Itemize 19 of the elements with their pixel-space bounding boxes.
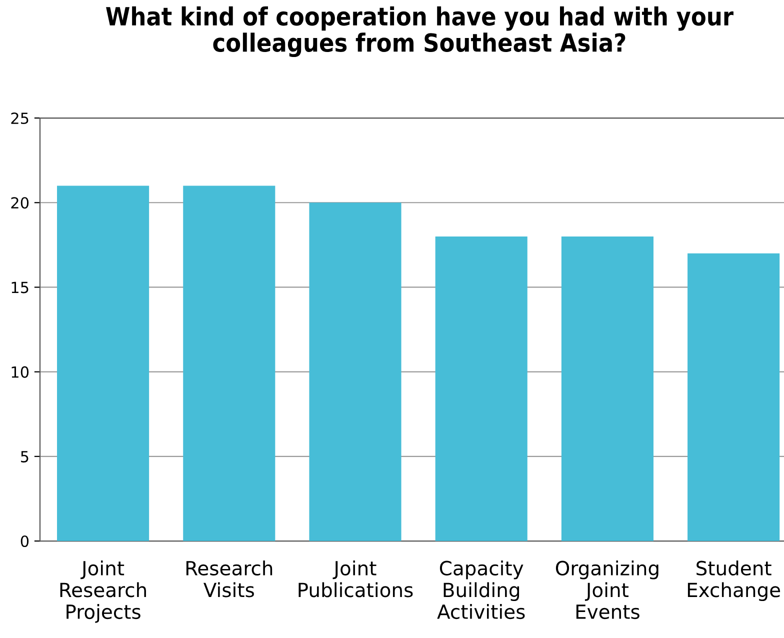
y-tick-label: 25 xyxy=(11,112,28,124)
x-tick-label: Joint Research Projects xyxy=(60,560,146,623)
bar xyxy=(435,236,528,542)
y-tick-label: 20 xyxy=(11,197,29,209)
y-tick-label: 0 xyxy=(20,535,29,548)
x-tick-label: Student Exchange xyxy=(688,560,780,602)
bar xyxy=(561,236,654,542)
y-tick-label: 10 xyxy=(12,366,29,378)
y-tick-label: 5 xyxy=(21,451,28,462)
bar xyxy=(57,186,150,542)
bar xyxy=(309,202,402,542)
x-tick-label: Organizing Joint Events xyxy=(556,560,658,620)
x-tick-label: Capacity Building Activities xyxy=(437,560,525,620)
x-tick-label: Research Visits xyxy=(186,560,272,598)
y-tick-label: 15 xyxy=(12,282,28,294)
chart-title: What kind of cooperation have you had with your colleagues from Southeast Asia? xyxy=(106,6,734,58)
bar xyxy=(183,186,276,542)
bar xyxy=(688,253,780,542)
x-tick-label: Joint Publications xyxy=(298,560,413,598)
